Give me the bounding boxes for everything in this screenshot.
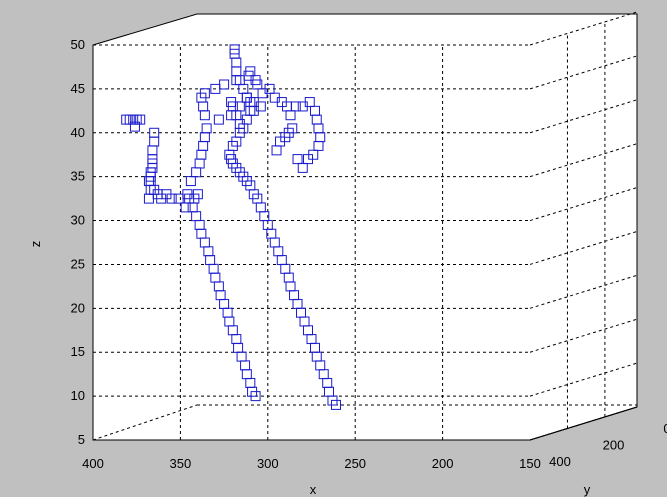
data-point-marker [308, 149, 319, 160]
data-points [121, 44, 341, 410]
data-point-marker [143, 176, 154, 187]
z-tick-label: 10 [71, 388, 85, 403]
y-tick-label: 400 [549, 454, 571, 469]
floor-gridline [92, 404, 198, 441]
data-point-marker [219, 79, 230, 90]
data-point-marker [264, 83, 275, 94]
z-tick-label: 45 [71, 81, 85, 96]
tick-labels: 5 10 15 20 25 30 35 40 45 50 400 350 300 250 200 150 400… [71, 37, 667, 471]
data-point-marker [250, 391, 261, 402]
gridline-z-side [529, 99, 638, 134]
data-point-marker [226, 97, 237, 108]
z-tick-label: 50 [71, 37, 85, 52]
z-tick-label: 25 [71, 256, 85, 271]
z-axis-label: z [28, 241, 43, 248]
data-point-marker [245, 66, 256, 77]
x-tick-label: 150 [519, 456, 541, 471]
data-point-marker [201, 123, 212, 134]
data-point-marker [192, 189, 203, 200]
data-point-marker [309, 105, 320, 116]
data-point-marker [135, 114, 146, 125]
data-point-marker [229, 44, 240, 55]
x-tick-label: 200 [432, 456, 454, 471]
gridline-z-side [529, 318, 638, 353]
gridline-z-side [529, 362, 638, 397]
z-tick-label: 5 [78, 432, 85, 447]
gridline-z-side [529, 11, 638, 46]
data-point-marker [213, 114, 224, 125]
data-point-marker [292, 154, 303, 165]
data-point-marker [290, 101, 301, 112]
gridline-z-side [529, 274, 638, 309]
y-tick-label: 200 [603, 438, 625, 453]
data-point-marker [297, 101, 308, 112]
x-tick-label: 250 [344, 456, 366, 471]
z-tick-label: 15 [71, 344, 85, 359]
x-tick-label: 300 [257, 456, 279, 471]
data-point-marker [250, 75, 261, 86]
data-point-marker [199, 88, 210, 99]
gridline-z-side [529, 187, 638, 222]
y-tick-label: 0 [663, 421, 667, 436]
data-point-marker [185, 176, 196, 187]
gridline-z-side [529, 143, 638, 178]
z-tick-label: 20 [71, 300, 85, 315]
x-tick-label: 400 [82, 456, 104, 471]
gridline-z-side [529, 230, 638, 265]
grid-lines [92, 11, 638, 441]
data-point-marker [166, 193, 177, 204]
x-axis-label: x [310, 482, 317, 497]
data-point-marker [129, 121, 140, 132]
z-tick-label: 30 [71, 213, 85, 228]
axis-lines [92, 45, 638, 441]
axes-back-plane [92, 13, 638, 441]
data-point-marker [269, 92, 280, 103]
z-tick-label: 40 [71, 125, 85, 140]
x-tick-label: 350 [170, 456, 192, 471]
data-point-marker [297, 162, 308, 173]
gridline-z-side [529, 55, 638, 90]
data-point-marker [287, 123, 298, 134]
y-axis-line [529, 406, 638, 441]
y-axis-label: y [584, 482, 591, 497]
z-tick-label: 35 [71, 169, 85, 184]
